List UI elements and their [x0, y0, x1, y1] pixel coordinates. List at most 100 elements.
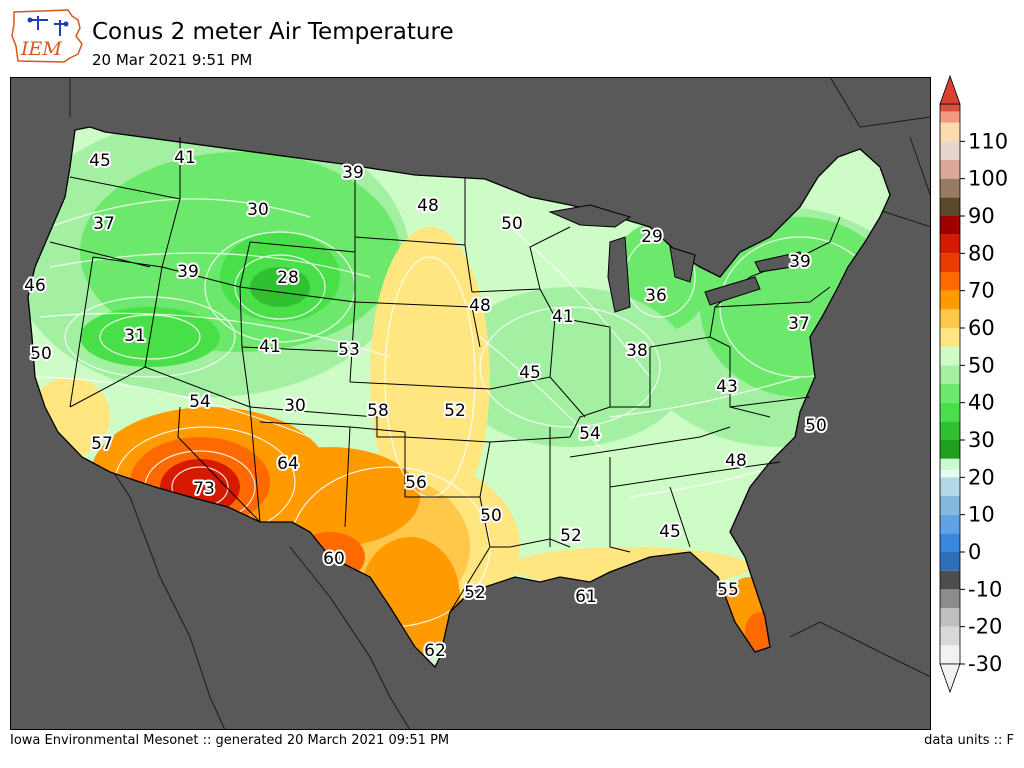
- colorbar-bin: [940, 402, 960, 422]
- colorbar-bin: [940, 477, 960, 496]
- colorbar-bin: [940, 496, 960, 515]
- station-value: 43: [716, 377, 738, 397]
- colorbar-tick-label: 10: [968, 503, 995, 527]
- colorbar-tick-label: 0: [968, 540, 981, 564]
- colorbar-bin: [940, 570, 960, 590]
- footer-source: Iowa Environmental Mesonet :: generated …: [10, 733, 450, 748]
- station-value: 29: [641, 227, 663, 247]
- colorbar-bin: [940, 440, 960, 459]
- colorbar-bins: [939, 103, 961, 665]
- station-value: 60: [323, 549, 345, 569]
- colorbar-bin: [940, 272, 960, 291]
- station-value: 48: [417, 196, 439, 216]
- station-value: 54: [579, 424, 601, 444]
- station-value: 39: [177, 262, 199, 282]
- station-value: 62: [424, 641, 446, 661]
- colorbar-min-arrow: [939, 663, 961, 694]
- colorbar-tick-label: 110: [968, 129, 1008, 153]
- colorbar-bin: [940, 589, 960, 608]
- station-value: 31: [124, 326, 146, 346]
- colorbar-tick-label: 90: [968, 204, 995, 228]
- colorbar-bin: [940, 645, 960, 664]
- station-value: 37: [788, 314, 810, 334]
- colorbar-bin: [940, 346, 960, 366]
- chart-subtitle: 20 Mar 2021 9:51 PM: [92, 51, 253, 69]
- colorbar-bin: [940, 122, 960, 142]
- colorbar-ticks: -30 -20 -10 0 10 20 30 40 50 60 70 80 90 100 110: [960, 129, 1008, 676]
- colorbar-tick-label: 80: [968, 241, 995, 265]
- station-value: 45: [659, 522, 681, 542]
- station-value: 56: [405, 473, 427, 493]
- station-value: 39: [342, 163, 364, 183]
- colorbar-bin: [940, 253, 960, 272]
- colorbar-bin: [940, 328, 960, 347]
- station-value: 50: [480, 506, 502, 526]
- colorbar-bin: [940, 384, 960, 403]
- colorbar-bin: [940, 469, 960, 478]
- station-value: 45: [519, 363, 541, 383]
- station-value: 53: [338, 340, 360, 360]
- station-value: 52: [444, 401, 466, 421]
- colorbar-bin: [940, 608, 960, 627]
- station-value: 38: [626, 341, 648, 361]
- colorbar-bin: [940, 160, 960, 179]
- colorbar-tick-label: 40: [968, 391, 995, 415]
- station-value: 57: [91, 434, 113, 454]
- footer-units: data units :: F: [924, 733, 1014, 748]
- colorbar-bin: [940, 216, 960, 235]
- station-value: 50: [30, 344, 52, 364]
- colorbar-bin: [940, 104, 960, 112]
- colorbar-tick-label: -20: [968, 615, 1002, 639]
- colorbar-tick-label: 100: [968, 167, 1008, 191]
- colorbar-tick-label: -10: [968, 577, 1002, 601]
- colorbar-bin: [940, 197, 960, 216]
- station-value: 55: [717, 580, 739, 600]
- station-value: 54: [189, 392, 211, 412]
- colorbar-bin: [940, 111, 960, 123]
- station-value: 52: [560, 526, 582, 546]
- station-value: 30: [284, 396, 306, 416]
- colorbar-bin: [940, 309, 960, 328]
- station-value: 39: [789, 252, 811, 272]
- station-value: 52: [464, 583, 486, 603]
- station-value: 28: [277, 268, 299, 288]
- colorbar-tick-label: 30: [968, 428, 995, 452]
- coastline-background: [69, 77, 931, 730]
- station-value: 30: [247, 200, 269, 220]
- station-value: 46: [24, 276, 46, 296]
- colorbar-bin: [940, 141, 960, 160]
- iem-logo: IEM: [11, 9, 83, 63]
- colorbar-bin: [940, 514, 960, 534]
- colorbar-bin: [940, 626, 960, 646]
- station-value: 45: [89, 151, 111, 171]
- colorbar-tick-label: 70: [968, 279, 995, 303]
- colorbar-max-arrow: [939, 74, 961, 105]
- station-labels: 45 41 39 30 48 50 29 37 39 28 46 39 48 3…: [22, 146, 829, 663]
- station-value: 36: [645, 286, 667, 306]
- station-value: 73: [193, 479, 215, 499]
- station-value: 58: [367, 401, 389, 421]
- station-value: 41: [552, 307, 574, 327]
- colorbar-tick-label: 50: [968, 353, 995, 377]
- great-lakes: [548, 204, 806, 313]
- colorbar-bin: [940, 533, 960, 552]
- station-value: 61: [575, 587, 597, 607]
- colorbar-tick-label: 20: [968, 465, 995, 489]
- colorbar-bin: [940, 552, 960, 571]
- station-value: 50: [805, 416, 827, 436]
- colorbar-tick-label: -30: [968, 652, 1002, 676]
- station-value: 50: [501, 214, 523, 234]
- logo-text: IEM: [20, 38, 62, 60]
- chart-title: Conus 2 meter Air Temperature: [92, 19, 454, 45]
- station-value: 48: [469, 296, 491, 316]
- colorbar-bin: [940, 458, 960, 470]
- colorbar-bin: [940, 421, 960, 440]
- temperature-map: 45 41 39 30 48 50 29 37 39 28 46 39 48 3…: [10, 77, 931, 730]
- colorbar-bin: [940, 290, 960, 310]
- colorbar: -30 -20 -10 0 10 20 30 40 50 60 70 80 90 100 110: [939, 74, 1008, 694]
- station-value: 41: [259, 337, 281, 357]
- station-value: 41: [174, 148, 196, 168]
- colorbar-tick-label: 60: [968, 316, 995, 340]
- station-value: 64: [277, 454, 299, 474]
- colorbar-bin: [940, 178, 960, 198]
